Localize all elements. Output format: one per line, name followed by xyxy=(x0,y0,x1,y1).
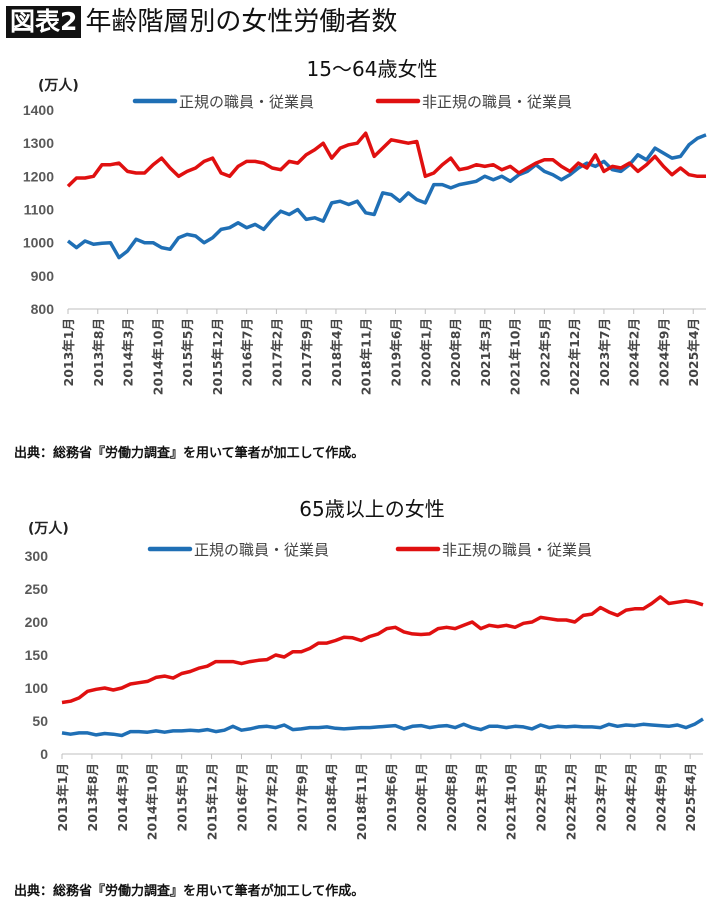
x-tick-label: 2024年9月 xyxy=(656,318,671,387)
x-tick-label: 2019年6月 xyxy=(389,318,404,387)
y-tick-label: 250 xyxy=(25,581,49,597)
x-tick-label: 2020年8月 xyxy=(448,318,463,387)
x-tick-label: 2014年10月 xyxy=(145,763,160,840)
x-tick-label: 2018年4月 xyxy=(324,763,339,832)
x-tick-label: 2023年7月 xyxy=(597,318,612,387)
x-tick-label: 2015年5月 xyxy=(175,763,190,832)
legend-label: 正規の職員・従業員 xyxy=(194,541,329,559)
x-tick-label: 2013年1月 xyxy=(61,318,76,387)
x-tick-label: 2020年1月 xyxy=(414,763,429,832)
y-tick-label: 800 xyxy=(31,301,55,317)
x-tick-label: 2020年8月 xyxy=(444,763,459,832)
y-tick-label: 1400 xyxy=(23,102,54,118)
x-tick-label: 2022年12月 xyxy=(564,763,579,840)
y-tick-label: 1300 xyxy=(23,135,54,151)
chart-title: 65歳以上の女性 xyxy=(299,497,444,521)
y-tick-label: 1200 xyxy=(23,168,54,184)
x-tick-label: 2017年9月 xyxy=(299,318,314,387)
figure-header: 図表2 年齢階層別の女性労働者数 xyxy=(6,6,397,38)
x-tick-label: 2024年2月 xyxy=(627,318,642,387)
x-tick-label: 2024年9月 xyxy=(653,763,668,832)
x-tick-label: 2021年3月 xyxy=(478,318,493,387)
x-tick-label: 2014年3月 xyxy=(115,763,130,832)
x-tick-label: 2016年7月 xyxy=(240,318,255,387)
x-tick-label: 2018年4月 xyxy=(329,318,344,387)
x-tick-label: 2014年3月 xyxy=(121,318,136,387)
source-note-2: 出典：総務省『労働力調査』を用いて筆者が加工して作成。 xyxy=(14,884,365,899)
chart-title: 15〜64歳女性 xyxy=(307,57,438,81)
x-tick-label: 2021年10月 xyxy=(508,318,523,395)
y-axis-unit: (万人) xyxy=(38,77,79,94)
y-tick-label: 1100 xyxy=(24,202,55,218)
x-tick-label: 2018年11月 xyxy=(359,318,374,395)
x-tick-label: 2022年5月 xyxy=(534,763,549,832)
figure-badge: 図表2 xyxy=(6,6,82,38)
figure-title: 年齢階層別の女性労働者数 xyxy=(85,7,398,37)
x-tick-label: 2014年10月 xyxy=(150,318,165,395)
y-tick-label: 50 xyxy=(32,713,48,729)
x-tick-label: 2025年4月 xyxy=(686,318,701,387)
series-line-nonregular xyxy=(61,595,704,705)
x-tick-label: 2016年7月 xyxy=(234,763,249,832)
y-tick-label: 900 xyxy=(31,268,55,284)
x-tick-label: 2024年2月 xyxy=(623,763,638,832)
y-tick-label: 100 xyxy=(25,680,49,696)
x-tick-label: 2013年1月 xyxy=(55,763,70,832)
y-axis-unit: (万人) xyxy=(28,520,69,537)
x-tick-label: 2015年12月 xyxy=(210,318,225,395)
legend-label: 非正規の職員・従業員 xyxy=(442,541,592,559)
x-tick-label: 2013年8月 xyxy=(91,318,106,387)
x-tick-label: 2023年7月 xyxy=(593,763,608,832)
x-tick-label: 2017年2月 xyxy=(264,763,279,832)
x-tick-label: 2015年5月 xyxy=(180,318,195,387)
y-tick-label: 0 xyxy=(40,746,48,762)
y-tick-label: 1000 xyxy=(23,235,54,251)
x-tick-label: 2015年12月 xyxy=(205,763,220,840)
series-line-regular xyxy=(66,133,707,260)
y-tick-label: 150 xyxy=(25,647,49,663)
x-tick-label: 2018年11月 xyxy=(354,763,369,840)
x-tick-label: 2020年1月 xyxy=(418,318,433,387)
series-line-regular xyxy=(61,717,704,738)
x-tick-label: 2021年3月 xyxy=(474,763,489,832)
legend-label: 非正規の職員・従業員 xyxy=(422,93,572,111)
series-line-nonregular xyxy=(66,131,706,188)
y-tick-label: 200 xyxy=(25,614,49,630)
x-tick-label: 2013年8月 xyxy=(85,763,100,832)
x-tick-label: 2017年9月 xyxy=(294,763,309,832)
x-tick-label: 2022年5月 xyxy=(537,318,552,387)
x-tick-label: 2025年4月 xyxy=(683,763,698,832)
legend-label: 正規の職員・従業員 xyxy=(179,93,314,111)
x-tick-label: 2017年2月 xyxy=(269,318,284,387)
x-tick-label: 2022年12月 xyxy=(567,318,582,395)
x-tick-label: 2019年6月 xyxy=(384,763,399,832)
source-note-1: 出典：総務省『労働力調査』を用いて筆者が加工して作成。 xyxy=(14,446,365,461)
x-tick-label: 2021年10月 xyxy=(504,763,519,840)
y-tick-label: 300 xyxy=(25,548,49,564)
